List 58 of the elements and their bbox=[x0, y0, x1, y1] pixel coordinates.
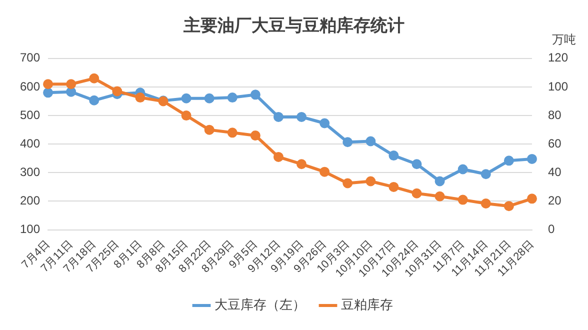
point bbox=[320, 166, 330, 177]
legend-label: 豆粕库存 bbox=[341, 297, 393, 312]
y2-tick-label: 60 bbox=[548, 136, 562, 150]
point bbox=[526, 194, 537, 204]
point bbox=[250, 130, 260, 141]
point bbox=[204, 93, 214, 104]
point bbox=[458, 164, 468, 174]
point bbox=[296, 159, 307, 170]
point bbox=[434, 191, 445, 202]
y-tick-label: 300 bbox=[20, 164, 40, 179]
point bbox=[342, 137, 353, 148]
point bbox=[43, 79, 54, 90]
point bbox=[181, 93, 192, 104]
y-tick-label: 500 bbox=[20, 108, 40, 122]
point bbox=[366, 176, 376, 186]
y2-tick-label: 120 bbox=[548, 50, 568, 65]
point bbox=[412, 159, 422, 170]
y2-tick-label: 0 bbox=[548, 222, 555, 236]
point bbox=[181, 110, 192, 121]
point bbox=[250, 90, 260, 100]
point bbox=[227, 128, 238, 138]
point bbox=[89, 73, 100, 84]
point bbox=[89, 95, 100, 106]
point bbox=[296, 112, 307, 122]
point bbox=[366, 136, 376, 146]
legend-label: 大豆库存（左） bbox=[214, 297, 306, 312]
y-tick-label: 100 bbox=[20, 222, 40, 236]
point bbox=[412, 188, 422, 198]
point bbox=[227, 92, 238, 103]
y-tick-label: 600 bbox=[20, 79, 40, 94]
point bbox=[112, 86, 122, 96]
chart-title: 主要油厂大豆与豆粕库存统计 bbox=[182, 16, 404, 35]
point bbox=[504, 156, 514, 166]
point bbox=[388, 182, 399, 192]
point bbox=[434, 176, 445, 186]
point bbox=[66, 79, 76, 90]
y2-axis-title: 万吨 bbox=[552, 32, 576, 47]
point bbox=[66, 86, 76, 97]
y-tick-label: 400 bbox=[20, 136, 40, 150]
point bbox=[273, 112, 284, 122]
y2-tick-label: 100 bbox=[548, 79, 568, 94]
point bbox=[320, 118, 330, 128]
point bbox=[458, 194, 468, 205]
point bbox=[43, 88, 54, 98]
point bbox=[388, 150, 399, 161]
point bbox=[526, 154, 537, 164]
point bbox=[504, 201, 514, 212]
point bbox=[480, 198, 491, 209]
y2-tick-label: 20 bbox=[548, 194, 562, 208]
y2-tick-label: 80 bbox=[548, 108, 562, 122]
point bbox=[480, 169, 491, 180]
point bbox=[342, 178, 353, 188]
point bbox=[273, 152, 284, 162]
y-tick-label: 700 bbox=[20, 50, 40, 65]
point bbox=[135, 92, 146, 103]
point bbox=[204, 124, 214, 135]
y-tick-label: 200 bbox=[20, 194, 40, 208]
y2-tick-label: 40 bbox=[548, 164, 562, 179]
